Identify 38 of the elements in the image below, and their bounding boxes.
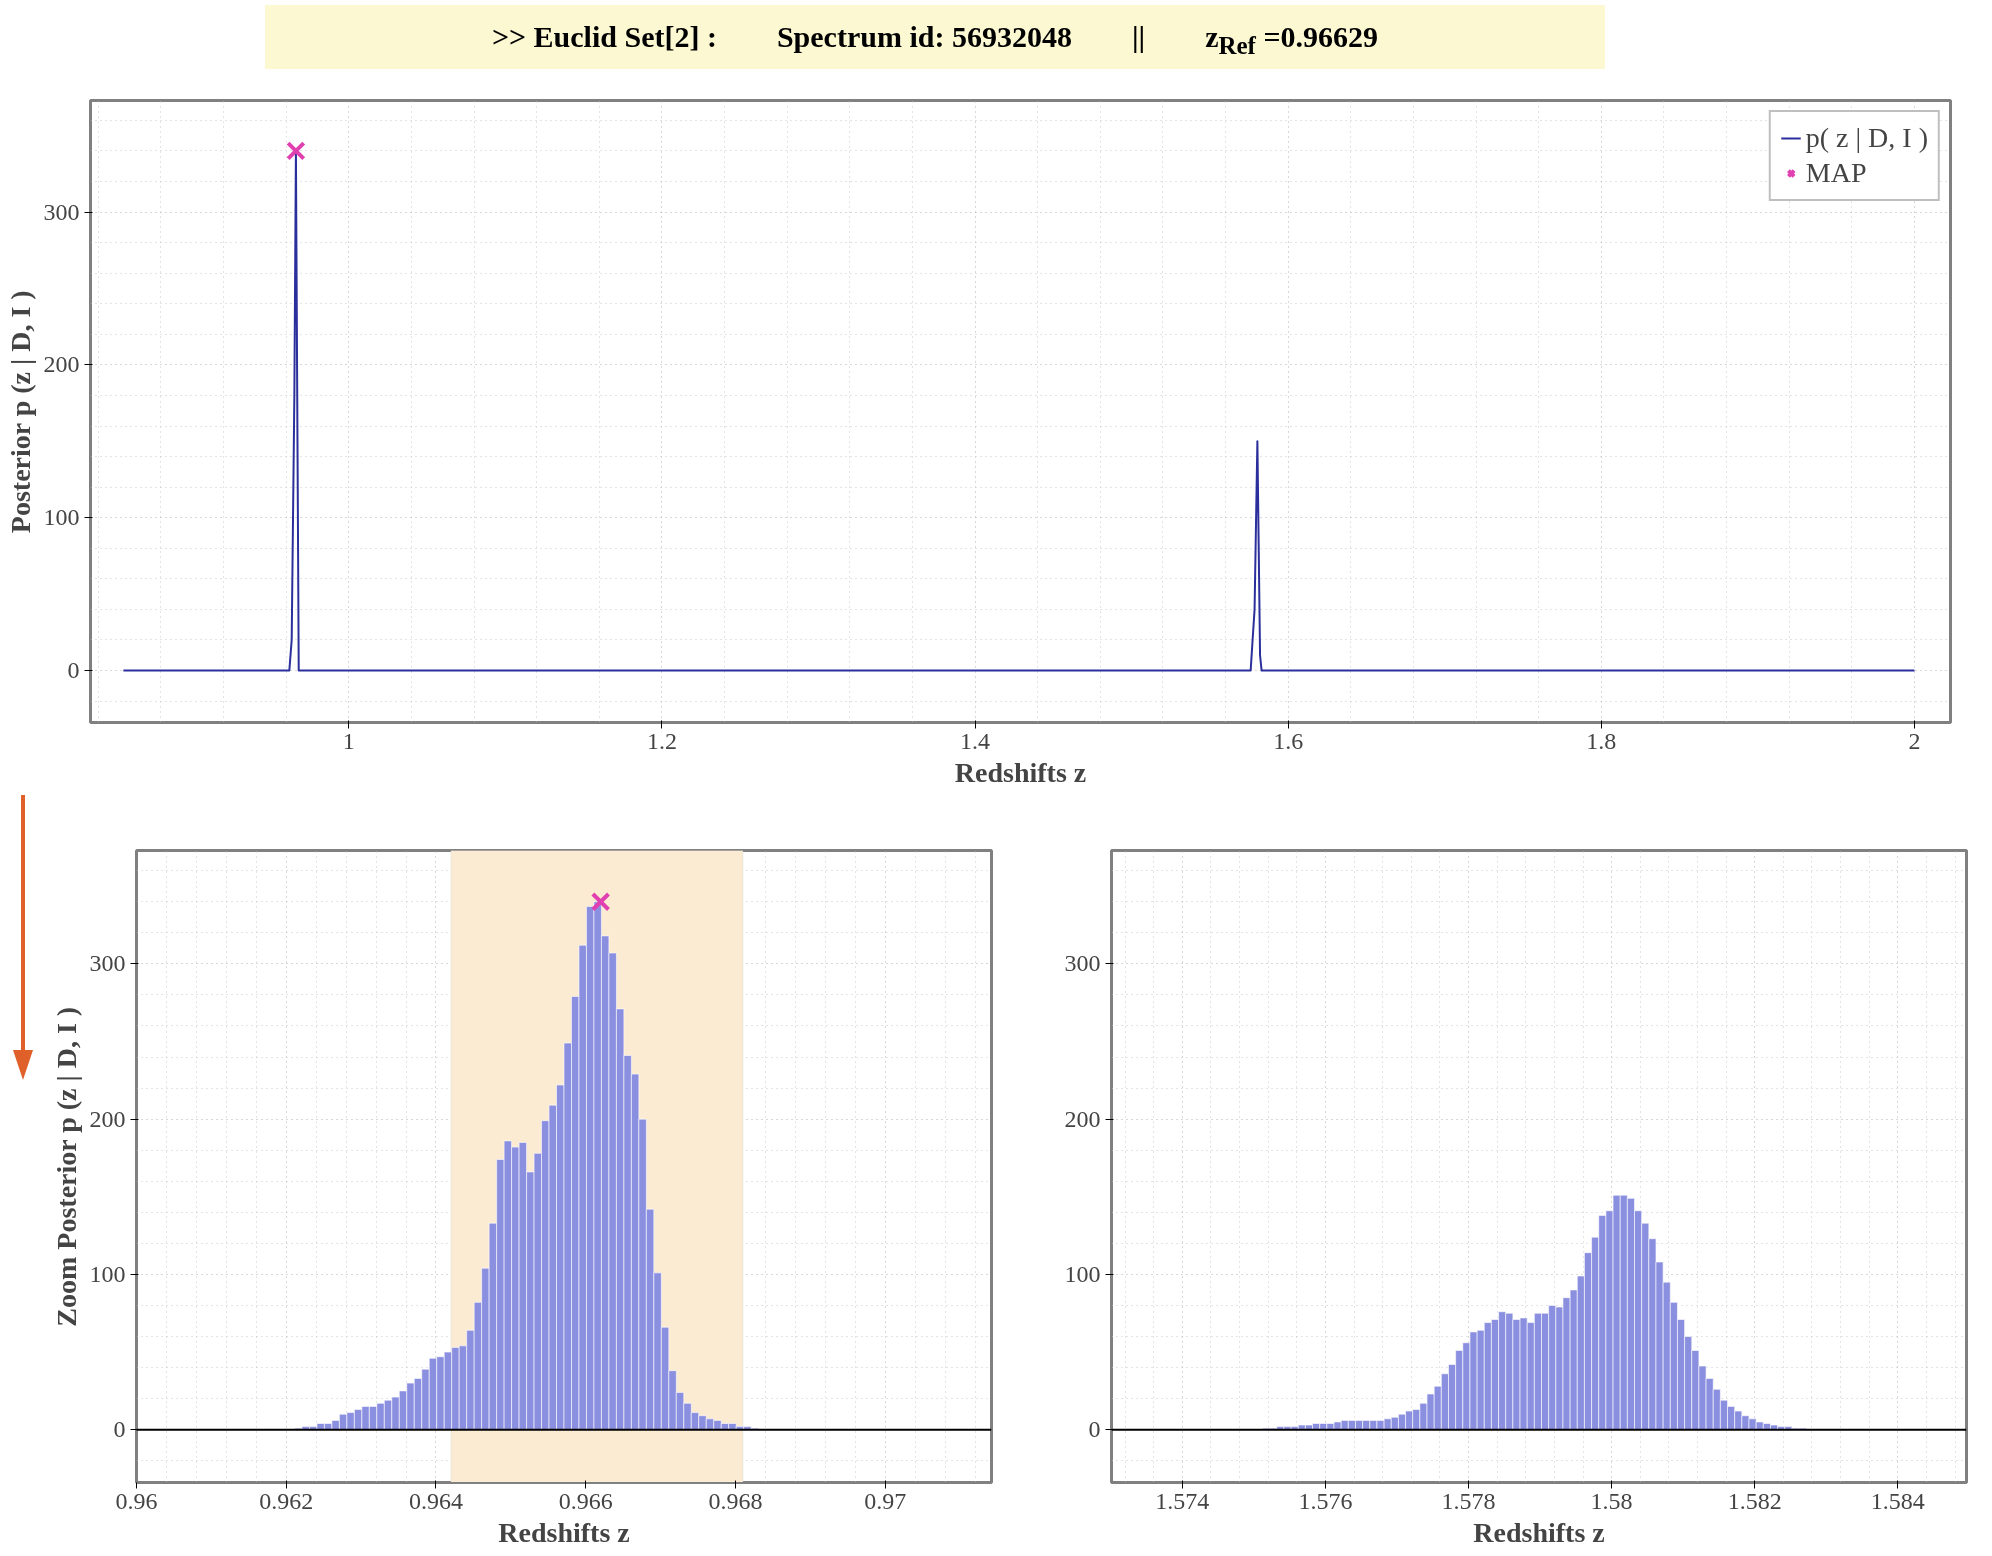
y-tick-label: 100: [89, 1260, 126, 1287]
y-tick-label: 200: [1064, 1105, 1101, 1132]
x-tick-label: 0.962: [259, 1487, 314, 1514]
x-tick-label: 1.574: [1155, 1487, 1210, 1514]
y-axis-title: Zoom Posterior p (z | D, I ): [50, 1006, 82, 1327]
y-tick-label: 200: [89, 1105, 126, 1132]
x-tick-label: 1.8: [1586, 727, 1617, 754]
x-tick-label: 1: [342, 727, 355, 754]
x-tick-label: 0.964: [408, 1487, 463, 1514]
x-tick-label: 1.4: [960, 727, 991, 754]
y-tick-label: 200: [43, 351, 80, 378]
x-tick-label: 1.578: [1441, 1487, 1496, 1514]
x-axis-title: Redshifts z: [498, 1516, 630, 1548]
x-tick-label: 0.97: [864, 1487, 907, 1514]
x-tick-label: 1.584: [1870, 1487, 1925, 1514]
y-tick-label: 100: [1064, 1260, 1101, 1287]
x-tick-label: 1.576: [1298, 1487, 1353, 1514]
y-tick-label: 100: [43, 504, 80, 531]
y-axis-title: Posterior p (z | D, I ): [4, 290, 36, 534]
x-tick-label: 1.6: [1273, 727, 1304, 754]
legend-label: p( z | D, I ): [1805, 122, 1928, 154]
y-tick-label: 300: [1064, 950, 1101, 977]
x-tick-label: 1.582: [1727, 1487, 1782, 1514]
y-tick-label: 0: [1088, 1416, 1101, 1443]
x-tick-label: 0.966: [558, 1487, 613, 1514]
y-tick-label: 0: [113, 1416, 126, 1443]
chart-title: >> Euclid Set[2] : Spectrum id: 56932048 || z$_{Ref}$ =0.96629: [265, 5, 1605, 69]
x-tick-label: 2: [1908, 727, 1921, 754]
y-tick-label: 300: [43, 198, 80, 225]
x-tick-label: 1.58: [1590, 1487, 1633, 1514]
x-tick-label: 0.968: [708, 1487, 763, 1514]
legend-label: MAP: [1805, 157, 1867, 189]
y-tick-label: 300: [89, 950, 126, 977]
x-axis-title: Redshifts z: [954, 756, 1087, 788]
x-tick-label: 1.2: [646, 727, 677, 754]
x-axis-title: Redshifts z: [1473, 1516, 1605, 1548]
x-tick-label: 0.96: [115, 1487, 158, 1514]
y-tick-label: 0: [67, 657, 80, 684]
